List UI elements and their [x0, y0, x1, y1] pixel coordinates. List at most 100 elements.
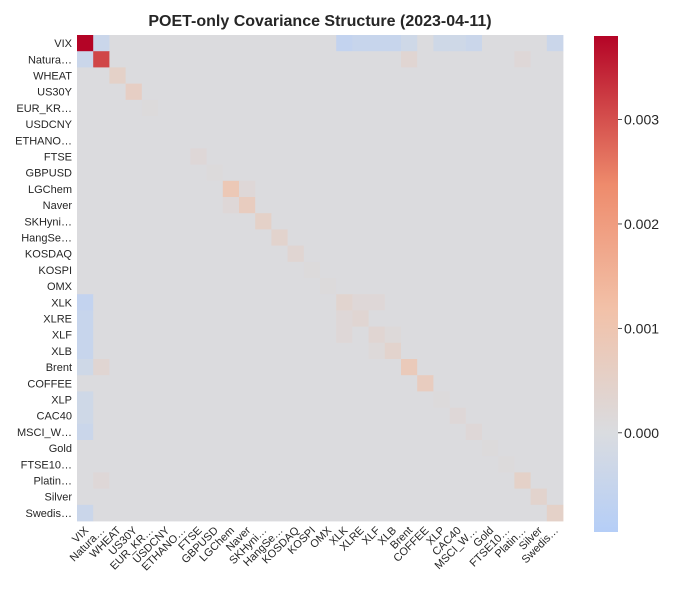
y-tick-label: KOSDAQ	[25, 249, 73, 261]
heatmap-cell	[514, 148, 531, 165]
heatmap-cell	[482, 51, 499, 68]
heatmap-cell	[141, 391, 159, 408]
heatmap-cell	[125, 359, 143, 376]
heatmap-cell	[109, 326, 126, 344]
heatmap-cell	[158, 35, 175, 52]
heatmap-cell	[303, 407, 321, 425]
heatmap-cell	[465, 294, 483, 311]
heatmap-cell	[352, 375, 369, 392]
heatmap-cell	[482, 440, 499, 457]
heatmap-cell	[141, 504, 159, 522]
y-tick-label: LGChem	[28, 184, 72, 196]
heatmap-cell	[109, 245, 126, 263]
heatmap-cell	[125, 342, 143, 360]
heatmap-cell	[303, 51, 321, 68]
heatmap-cell	[222, 375, 240, 392]
heatmap-cell	[530, 99, 548, 117]
heatmap-cell	[141, 213, 159, 230]
heatmap-cell	[433, 407, 450, 425]
heatmap-cell	[417, 261, 434, 279]
heatmap-cell	[449, 99, 467, 117]
heatmap-cell	[125, 116, 143, 133]
heatmap-cell	[271, 472, 288, 489]
heatmap-cell	[368, 51, 386, 68]
heatmap-cell	[482, 359, 499, 376]
heatmap-cell	[498, 99, 515, 117]
heatmap-cell	[77, 294, 94, 311]
heatmap-cell	[77, 488, 94, 506]
heatmap-cell	[190, 83, 207, 101]
heatmap-cell	[77, 423, 94, 441]
heatmap-cell	[546, 488, 564, 506]
heatmap-cell	[546, 213, 564, 230]
heatmap-cell	[93, 83, 110, 101]
heatmap-cell	[352, 472, 369, 489]
heatmap-cell	[417, 180, 434, 198]
heatmap-cell	[514, 391, 531, 408]
heatmap-cell	[255, 83, 272, 101]
heatmap-cell	[174, 456, 191, 473]
heatmap-cell	[449, 245, 467, 263]
heatmap-cell	[190, 245, 207, 263]
heatmap-cell	[77, 67, 94, 84]
heatmap-cell	[190, 229, 207, 246]
heatmap-cell	[206, 456, 224, 473]
heatmap-cell	[384, 375, 402, 392]
heatmap-cell	[336, 148, 353, 165]
heatmap-cell	[271, 164, 288, 182]
heatmap-cell	[125, 35, 143, 52]
heatmap-cell	[174, 83, 191, 101]
heatmap-cell	[303, 472, 321, 489]
heatmap-cell	[417, 229, 434, 246]
heatmap-cell	[352, 359, 369, 376]
heatmap-cell	[498, 391, 515, 408]
heatmap-cell	[384, 359, 402, 376]
heatmap-cell	[433, 132, 450, 149]
heatmap-cell	[498, 278, 515, 295]
heatmap-cell	[530, 375, 548, 392]
y-tick-label: GBPUSD	[26, 168, 73, 180]
heatmap-cell	[190, 456, 207, 473]
heatmap-cell	[255, 375, 272, 392]
heatmap-cell	[465, 391, 483, 408]
heatmap-cell	[417, 375, 434, 392]
heatmap-cell	[141, 67, 159, 84]
heatmap-cell	[401, 504, 418, 522]
heatmap-cell	[255, 423, 272, 441]
heatmap-cell	[320, 67, 337, 84]
heatmap-cell	[271, 294, 288, 311]
heatmap-cell	[384, 197, 402, 214]
heatmap-cell	[255, 197, 272, 214]
heatmap-cell	[384, 99, 402, 117]
heatmap-cell	[384, 148, 402, 165]
heatmap-cell	[368, 132, 386, 149]
heatmap-cell	[482, 261, 499, 279]
heatmap-cell	[109, 229, 126, 246]
heatmap-cell	[417, 310, 434, 327]
heatmap-cell	[190, 391, 207, 408]
heatmap-cell	[433, 67, 450, 84]
heatmap-cell	[384, 407, 402, 425]
heatmap-cell	[222, 278, 240, 295]
heatmap-cell	[125, 504, 143, 522]
heatmap-cell	[255, 472, 272, 489]
heatmap-cell	[530, 180, 548, 198]
heatmap-cell	[401, 407, 418, 425]
heatmap-cell	[271, 180, 288, 198]
heatmap-cell	[222, 310, 240, 327]
heatmap-cell	[77, 472, 94, 489]
heatmap-cell	[222, 67, 240, 84]
heatmap-cell	[255, 359, 272, 376]
heatmap-cell	[271, 440, 288, 457]
heatmap-cell	[303, 342, 321, 360]
heatmap-cell	[465, 375, 483, 392]
heatmap-cell	[93, 440, 110, 457]
heatmap-cell	[271, 148, 288, 165]
heatmap-cell	[222, 423, 240, 441]
heatmap-cell	[368, 245, 386, 263]
heatmap-cell	[93, 456, 110, 473]
heatmap-cell	[417, 326, 434, 344]
heatmap-cell	[255, 99, 272, 117]
heatmap-cell	[239, 164, 256, 182]
